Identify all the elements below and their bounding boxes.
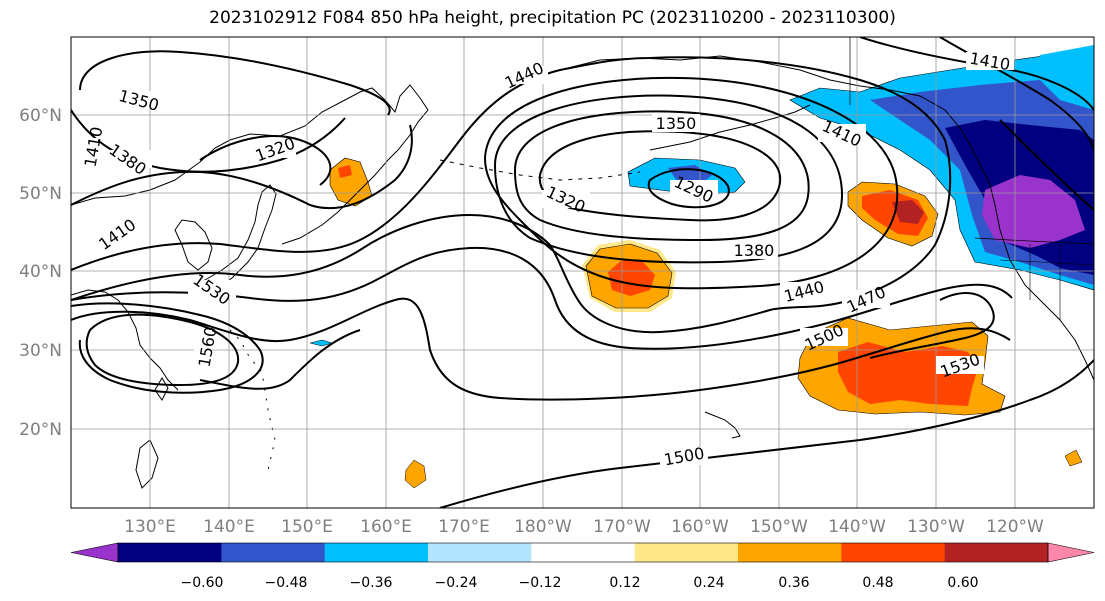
contour-1350-low <box>513 110 810 242</box>
colorbar-extend-min <box>70 542 119 563</box>
colorbar-tick-label: −0.12 <box>519 575 562 591</box>
longitude-labels: 130°E 140°E 150°E 160°E 170°E 180°W 170°… <box>124 517 1044 537</box>
colorbar-tick-label: 0.36 <box>778 575 809 591</box>
colorbar-segment <box>944 543 1049 562</box>
contour-1470-ne <box>999 119 1094 211</box>
contour-1530-east <box>869 292 995 359</box>
svg-text:1380: 1380 <box>734 241 775 260</box>
height-contours <box>71 37 1094 508</box>
contour-label: 1350 <box>115 86 163 115</box>
contour-1320-low <box>538 130 782 222</box>
contour-1320-nw <box>199 135 332 186</box>
colorbar-segment <box>738 543 842 562</box>
contour-label: 1350 <box>652 114 700 133</box>
coastline-east-asia <box>71 84 429 245</box>
lat-label: 40°N <box>19 262 62 282</box>
coastline-alaska-peninsula <box>649 104 811 151</box>
colorbar-segment <box>841 543 946 562</box>
coastline-taiwan <box>154 377 169 401</box>
contour-1470 <box>71 246 1013 350</box>
svg-text:1350: 1350 <box>656 114 697 133</box>
contour-1380-low <box>493 94 844 264</box>
border-us-states <box>999 244 1094 320</box>
colorbar-tick-label: 0.24 <box>693 575 724 591</box>
lon-label: 150°E <box>281 517 333 537</box>
colorbar-segment <box>634 543 739 562</box>
colorbar-tick-label: 0.12 <box>609 575 640 591</box>
lon-label: 130°E <box>124 517 176 537</box>
lon-label: 140°E <box>203 517 255 537</box>
colorbar-tick-labels: −0.60 −0.48 −0.36 −0.24 −0.12 0.12 0.24 … <box>181 575 979 591</box>
contour-1410-nw <box>71 124 413 210</box>
colorbar-segment <box>118 543 222 562</box>
colorbar-tick-label: 0.48 <box>862 575 893 591</box>
lon-label: 180°W <box>514 517 572 537</box>
positive-anomaly-gulf-core <box>892 200 924 224</box>
border-canada-us <box>974 237 1094 245</box>
lon-label: 120°W <box>986 517 1044 537</box>
contour-1560-south <box>199 329 361 390</box>
lat-label: 20°N <box>19 420 62 440</box>
positive-anomaly-edge <box>1064 449 1083 467</box>
contour-label: 1410 <box>80 125 106 178</box>
latitude-labels: 60°N 50°N 40°N 30°N 20°N <box>19 106 62 440</box>
map-frame <box>70 36 1095 509</box>
colorbar-border <box>117 542 1049 563</box>
contour-1560 <box>85 313 240 387</box>
lon-label: 140°W <box>828 517 886 537</box>
colorbar-tick-label: 0.60 <box>947 575 978 591</box>
lat-label: 50°N <box>19 184 62 204</box>
coastline-hawaii <box>704 411 741 439</box>
positive-anomaly-small <box>404 459 427 489</box>
coastline-korea <box>174 219 213 271</box>
colorbar-segment <box>531 543 636 562</box>
lat-label: 30°N <box>19 341 62 361</box>
contour-1290 <box>647 168 730 209</box>
colorbar-segment <box>221 543 326 562</box>
lon-label: 150°W <box>750 517 808 537</box>
contour-1410-low <box>483 76 899 290</box>
contour-1440-ne <box>939 37 1094 151</box>
contour-1350-nw <box>79 50 391 116</box>
colorbar-tick-label: −0.48 <box>265 575 308 591</box>
contour-1530 <box>71 302 264 394</box>
contour-1440 <box>71 56 952 334</box>
lon-label: 160°E <box>360 517 412 537</box>
contour-label: 1380 <box>730 241 778 260</box>
colorbar-segment <box>324 543 429 562</box>
colorbar-extend-max <box>1047 542 1095 563</box>
colorbar-segment <box>428 543 532 562</box>
negative-anomaly-upper <box>1040 45 1094 110</box>
lon-label: 170°E <box>438 517 490 537</box>
colorbar-tick-label: −0.60 <box>181 575 224 591</box>
contour-1500-south <box>439 359 1094 508</box>
lon-label: 160°W <box>671 517 729 537</box>
positive-anomaly-central-core <box>608 260 655 296</box>
lon-label: 170°W <box>593 517 651 537</box>
map-title: 2023102912 F084 850 hPa height, precipit… <box>209 8 896 28</box>
colorbar <box>70 542 1095 563</box>
lon-label: 130°W <box>907 517 965 537</box>
contour-1500 <box>71 297 1011 401</box>
lat-label: 60°N <box>19 106 62 126</box>
coastline-alaska <box>559 55 1094 381</box>
colorbar-tick-label: −0.24 <box>435 575 478 591</box>
positive-anomaly-japan-inner <box>338 165 352 178</box>
colorbar-tick-label: −0.36 <box>350 575 393 591</box>
